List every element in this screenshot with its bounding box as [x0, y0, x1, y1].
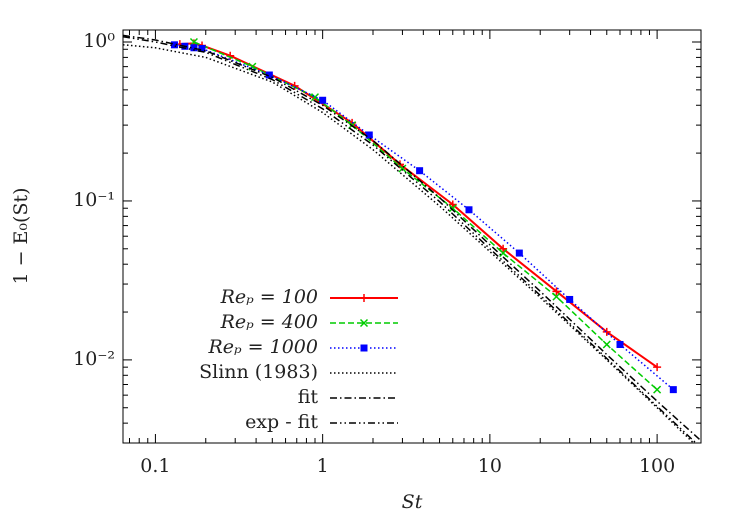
marker [360, 344, 368, 352]
marker [566, 295, 574, 303]
marker [465, 206, 473, 214]
marker [552, 292, 561, 301]
marker [365, 131, 373, 139]
marker [552, 287, 561, 296]
x-tick-label: 1 [317, 455, 329, 477]
marker [499, 244, 508, 253]
legend-label: Reₚ = 100 [220, 286, 318, 308]
marker [653, 363, 662, 372]
y-tick-label: 10⁰ [83, 30, 115, 52]
marker [448, 200, 457, 209]
legend-label: exp - fit [245, 411, 318, 433]
marker [310, 93, 320, 102]
x-tick-label: 0.1 [140, 455, 170, 477]
marker [198, 45, 206, 53]
marker [653, 385, 662, 394]
marker [616, 340, 624, 348]
x-tick-label: 10 [478, 455, 502, 477]
marker [499, 249, 508, 258]
legend-label: Slinn (1983) [199, 361, 318, 383]
legend-label: fit [298, 386, 319, 408]
marker [416, 167, 424, 175]
x-axis-label: St [402, 491, 423, 513]
marker [360, 294, 368, 302]
marker [515, 249, 523, 257]
series-line [123, 35, 698, 443]
legend-label: Reₚ = 400 [220, 311, 318, 333]
series-line [123, 34, 701, 442]
marker [669, 386, 677, 394]
y-axis-label: 1 − E₀(St) [10, 187, 32, 284]
marker [359, 318, 369, 328]
marker [602, 327, 611, 336]
marker [602, 340, 611, 349]
series-line [123, 44, 695, 443]
plot-area [123, 34, 701, 443]
y-tick-label: 10⁻² [73, 348, 115, 370]
marker [170, 41, 178, 49]
y-tick-label: 10⁻¹ [73, 189, 115, 211]
series-line [193, 41, 658, 391]
marker [398, 164, 407, 173]
marker [448, 204, 457, 213]
legend-label: Reₚ = 1000 [207, 336, 318, 358]
x-tick-label: 100 [639, 455, 675, 477]
marker [190, 44, 198, 52]
marker [319, 96, 327, 104]
marker [265, 71, 273, 79]
